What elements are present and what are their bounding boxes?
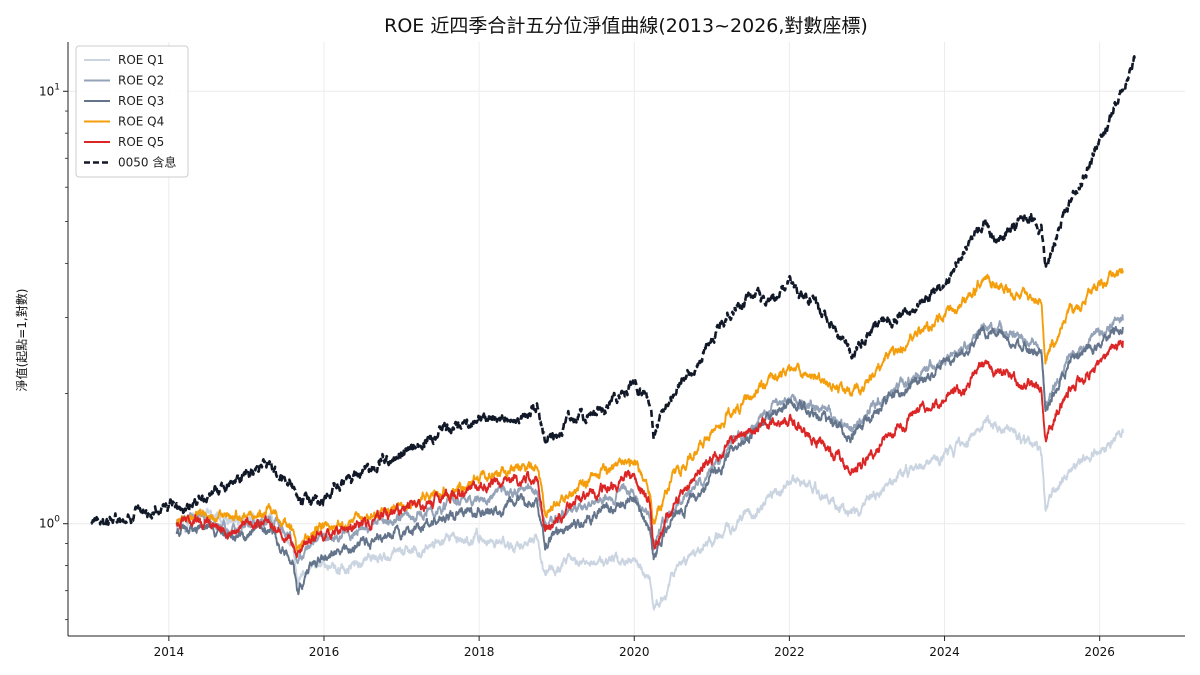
legend: ROE Q1 ROE Q2 ROE Q3 ROE Q4 ROE Q5 0050 含息: [75, 45, 189, 178]
series-line-6: [90, 55, 1136, 528]
x-tick-label: 2020: [619, 645, 650, 659]
x-tick-label: 2014: [154, 645, 185, 659]
legend-label: ROE Q5: [118, 135, 164, 149]
ticks-layer: 2014 2016 2018 2020 2022 2024 2026 100 101: [39, 82, 1115, 659]
y-axis-label: 淨值(起點=1,對數): [14, 289, 29, 392]
x-tick-label: 2022: [774, 645, 805, 659]
series-line-4: [175, 268, 1124, 552]
legend-label: 0050 含息: [118, 155, 176, 170]
axes-layer: [67, 42, 1185, 637]
legend-label: ROE Q2: [118, 74, 164, 88]
legend-box: [75, 45, 189, 178]
legend-label: ROE Q4: [118, 115, 164, 129]
y-tick-label: 100: [39, 515, 60, 531]
series-line-3: [175, 325, 1124, 596]
legend-label: ROE Q1: [118, 53, 164, 67]
y-tick-label: 101: [39, 82, 60, 98]
chart-title: ROE 近四季合計五分位淨值曲線(2013~2026,對數座標): [384, 15, 868, 37]
series-line-5: [175, 339, 1124, 559]
x-tick-label: 2024: [929, 645, 960, 659]
series-line-1: [175, 414, 1124, 611]
x-tick-label: 2016: [309, 645, 340, 659]
series-line-2: [175, 314, 1124, 565]
x-tick-label: 2018: [464, 645, 495, 659]
series-layer: [90, 55, 1136, 611]
legend-label: ROE Q3: [118, 94, 164, 108]
x-tick-label: 2026: [1084, 645, 1115, 659]
